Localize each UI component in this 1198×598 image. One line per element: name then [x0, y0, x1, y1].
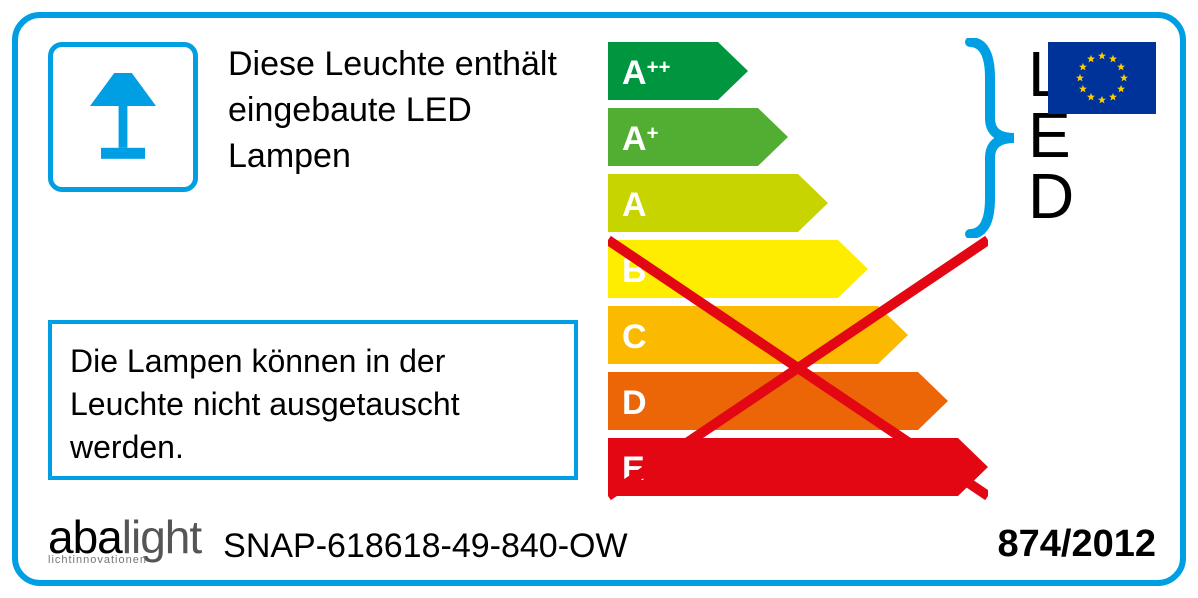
lamp-icon-box: [48, 42, 198, 192]
brand-subtitle: lichtinnovationen: [48, 556, 201, 566]
description-text: Diese Leuchte enthält eingebaute LED Lam…: [228, 42, 588, 180]
energy-row: [608, 306, 908, 364]
brand-logo: abalight lichtinnovationen: [48, 517, 201, 566]
lamp-icon: [68, 62, 178, 172]
note-box: Die Lampen können in der Leuchte nicht a…: [48, 320, 578, 480]
energy-label-frame: Diese Leuchte enthält eingebaute LED Lam…: [12, 12, 1186, 586]
energy-row: [608, 438, 988, 496]
energy-row-label: D: [622, 384, 647, 422]
regulation-number: 874/2012: [998, 523, 1157, 566]
bracket-icon: [962, 38, 1022, 238]
eu-flag-icon: [1048, 42, 1156, 114]
note-text: Die Lampen können in der Leuchte nicht a…: [70, 343, 460, 465]
led-letter: D: [1028, 166, 1076, 227]
energy-row-label: A: [622, 186, 647, 224]
footer: abalight lichtinnovationen SNAP-618618-4…: [48, 506, 1156, 566]
energy-row-label: C: [622, 318, 647, 356]
energy-scale: A++A+ABCDE: [608, 42, 988, 522]
model-number: SNAP-618618-49-840-OW: [223, 527, 627, 566]
